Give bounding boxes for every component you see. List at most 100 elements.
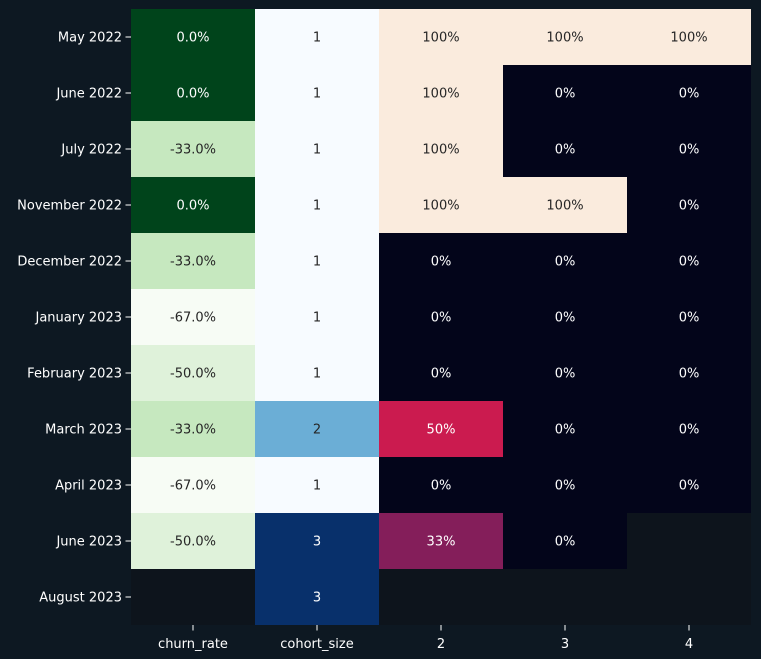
cell-label: 100%	[670, 31, 707, 46]
cell-label: -67.0%	[170, 479, 216, 494]
heatmap-cell	[627, 177, 751, 233]
row-label: August 2023	[39, 591, 122, 606]
heatmap-cell	[503, 177, 627, 233]
heatmap-cell	[379, 513, 503, 569]
cell-label: 0.0%	[176, 199, 209, 214]
cell-label: 0%	[431, 311, 452, 326]
cell-label: 0%	[431, 255, 452, 270]
heatmap-cell	[255, 9, 379, 65]
heatmap-cell	[379, 289, 503, 345]
heatmap-cell	[503, 233, 627, 289]
cell-label: 0%	[679, 479, 700, 494]
heatmap-cell	[627, 345, 751, 401]
column-label: 2	[437, 637, 445, 652]
cell-label: -50.0%	[170, 535, 216, 550]
heatmap-cell	[131, 65, 255, 121]
heatmap-cell	[379, 233, 503, 289]
cell-label: 2	[313, 423, 321, 438]
heatmap-cell	[131, 233, 255, 289]
cell-label: -67.0%	[170, 311, 216, 326]
row-label: March 2023	[45, 423, 122, 438]
heatmap-cell	[627, 65, 751, 121]
heatmap-cell	[627, 121, 751, 177]
cell-label: 100%	[422, 87, 459, 102]
cell-label: 0%	[431, 367, 452, 382]
cell-label: 100%	[422, 31, 459, 46]
row-label: July 2022	[60, 143, 122, 158]
heatmap-cell	[131, 121, 255, 177]
cell-label: 0%	[679, 143, 700, 158]
cell-label: 0%	[555, 87, 576, 102]
cell-label: 0%	[555, 423, 576, 438]
heatmap-cell	[131, 289, 255, 345]
heatmap-cell	[503, 9, 627, 65]
heatmap-cell	[379, 65, 503, 121]
heatmap-cell	[503, 513, 627, 569]
heatmap-cell	[627, 401, 751, 457]
heatmap-cell	[379, 177, 503, 233]
cell-label: 1	[313, 199, 321, 214]
row-label: February 2023	[27, 367, 122, 382]
cell-label: 1	[313, 255, 321, 270]
heatmap-cell	[255, 233, 379, 289]
heatmap-cell	[255, 569, 379, 625]
heatmap-cell	[503, 457, 627, 513]
cell-label: 0%	[555, 143, 576, 158]
heatmap-cell	[627, 9, 751, 65]
row-label: December 2022	[17, 255, 122, 270]
cell-label: 0%	[679, 367, 700, 382]
cell-label: -50.0%	[170, 367, 216, 382]
column-label: cohort_size	[280, 637, 353, 652]
cell-label: 0%	[679, 311, 700, 326]
heatmap-cell	[255, 345, 379, 401]
heatmap-cell	[379, 121, 503, 177]
cell-label: 0%	[679, 87, 700, 102]
cell-label: 3	[313, 535, 321, 550]
cell-label: 100%	[546, 31, 583, 46]
cell-label: -33.0%	[170, 255, 216, 270]
heatmap-cell	[379, 9, 503, 65]
cell-label: 100%	[422, 199, 459, 214]
heatmap-cell	[379, 401, 503, 457]
heatmap-cell	[131, 345, 255, 401]
cell-label: 0%	[555, 367, 576, 382]
column-label: churn_rate	[158, 637, 228, 652]
cell-label: 1	[313, 311, 321, 326]
cell-label: 1	[313, 143, 321, 158]
heatmap-cell	[503, 401, 627, 457]
heatmap-cell	[379, 345, 503, 401]
cell-label: 0%	[555, 479, 576, 494]
cell-label: 3	[313, 591, 321, 606]
heatmap-cell	[379, 457, 503, 513]
cell-label: 0%	[555, 255, 576, 270]
column-label: 3	[561, 637, 569, 652]
heatmap-cell	[255, 457, 379, 513]
cell-label: 0%	[431, 479, 452, 494]
heatmap-cell	[503, 345, 627, 401]
row-label: June 2023	[55, 535, 122, 550]
cell-label: 0%	[555, 535, 576, 550]
heatmap-cell	[255, 513, 379, 569]
cell-label: 0%	[679, 423, 700, 438]
row-label: January 2023	[35, 311, 123, 326]
heatmap-cell	[255, 65, 379, 121]
cell-label: -33.0%	[170, 143, 216, 158]
cell-label: 0%	[555, 311, 576, 326]
cell-label: 33%	[427, 535, 456, 550]
heatmap-cell	[255, 121, 379, 177]
heatmap-cell	[131, 513, 255, 569]
cell-label: 50%	[427, 423, 456, 438]
heatmap-cell	[503, 121, 627, 177]
heatmap-cell	[131, 401, 255, 457]
cell-label: -33.0%	[170, 423, 216, 438]
heatmap-cell	[255, 177, 379, 233]
heatmap-cell	[503, 65, 627, 121]
heatmap-cell	[131, 177, 255, 233]
cell-label: 1	[313, 479, 321, 494]
row-label: April 2023	[55, 479, 122, 494]
heatmap-cell	[627, 457, 751, 513]
cell-label: 1	[313, 31, 321, 46]
cell-label: 100%	[546, 199, 583, 214]
